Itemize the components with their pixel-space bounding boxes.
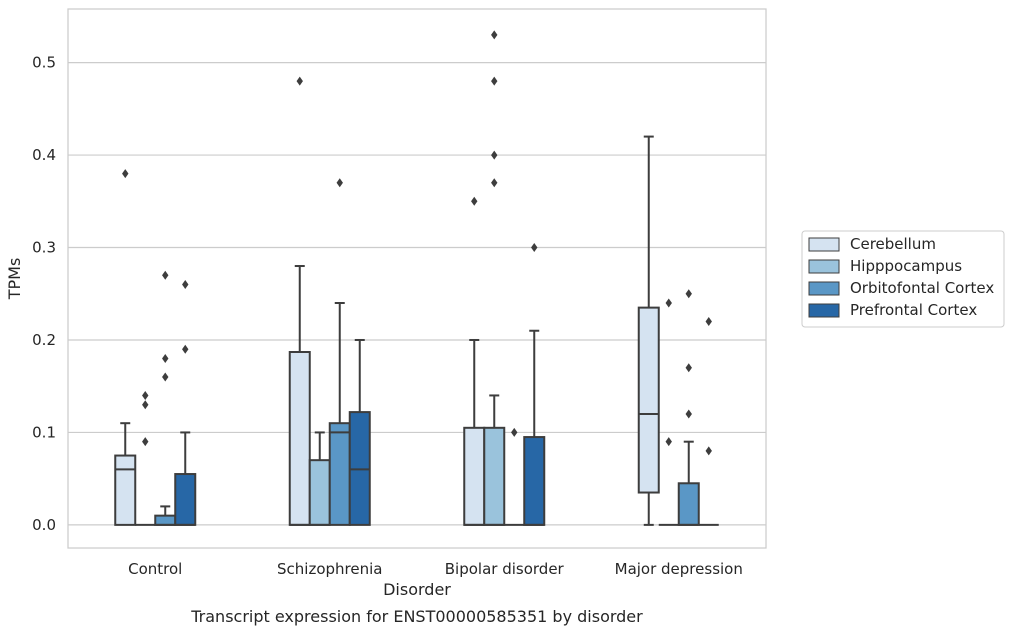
box-cerebellum [463,338,486,526]
box-body [637,306,660,494]
legend: Cerebellum Hipppocampus Orbitofontal Corte… [801,230,1005,328]
box-body [308,459,331,526]
box-body [114,454,137,526]
outlier-point [296,76,303,86]
outlier-point [665,298,672,308]
outlier-point [665,437,672,447]
box-hipppocampus [308,431,331,526]
legend-frame [801,230,1005,328]
box-body [523,436,546,526]
y-tick-label: 0.5 [32,54,56,72]
x-axis-label: Disorder [383,580,451,599]
legend-swatch [808,281,840,296]
x-tick-label: Control [128,560,182,578]
outlier-point [531,243,538,253]
outlier-point [491,30,498,40]
legend-label: Orbitofontal Cortex [850,279,994,297]
x-tick-label: Schizophrenia [277,560,382,578]
box-body [328,422,351,526]
legend-label: Prefrontal Cortex [850,301,977,319]
x-tick-label: Major depression [615,560,743,578]
gridlines [68,62,766,526]
plot-frame [67,8,767,549]
outlier-point [705,446,712,456]
box-body [288,351,311,526]
outlier-point [142,400,149,410]
box-orbitofontal-cortex [154,505,177,526]
chart-caption: Transcript expression for ENST0000058535… [190,607,643,626]
outlier-point [182,280,189,290]
outlier-point [491,76,498,86]
y-tick-label: 0.0 [32,516,56,534]
outlier-point [491,150,498,160]
legend-label: Hipppocampus [850,257,962,275]
box-body [154,514,177,526]
boxes [114,135,719,526]
x-tick-labels: Control Schizophrenia Bipolar disorder Majo… [128,560,743,578]
outlier-point [336,178,343,188]
outlier-point [142,437,149,447]
box-prefrontal-cortex [523,329,546,526]
outlier-point [142,390,149,400]
box-cerebellum [114,422,137,526]
box-orbitofontal-cortex [677,440,700,526]
outlier-point [471,196,478,206]
legend-item: Hipppocampus [808,257,962,275]
legend-item: Orbitofontal Cortex [808,279,994,297]
legend-swatch [808,237,840,252]
outlier-point [511,427,518,437]
y-tick-label: 0.3 [32,239,56,257]
box-prefrontal-cortex [174,431,197,526]
outlier-point [685,289,692,299]
outlier-point [182,344,189,354]
y-tick-label: 0.4 [32,146,56,164]
outlier-point [685,409,692,419]
legend-label: Cerebellum [850,235,936,253]
box-cerebellum [637,135,660,526]
outliers [122,30,712,456]
y-tick-label: 0.1 [32,423,56,441]
outlier-point [162,270,169,280]
y-tick-labels: 0.0 0.1 0.2 0.3 0.4 0.5 [32,54,56,534]
y-tick-label: 0.2 [32,331,56,349]
box-body [463,426,486,526]
box-body [483,426,506,526]
outlier-point [162,353,169,363]
legend-item: Cerebellum [808,235,936,253]
box-orbitofontal-cortex [328,302,351,526]
outlier-point [122,169,129,179]
outlier-point [162,372,169,382]
outlier-point [705,316,712,326]
box-body [174,473,197,526]
legend-swatch [808,303,840,318]
x-tick-label: Bipolar disorder [445,560,565,578]
outlier-point [685,363,692,373]
box-cerebellum [288,265,311,526]
y-axis-label: TPMs [5,258,24,301]
legend-swatch [808,259,840,274]
outlier-point [491,178,498,188]
box-hipppocampus [483,394,506,526]
box-body [677,482,700,526]
box-prefrontal-cortex [348,338,371,526]
legend-item: Prefrontal Cortex [808,301,977,319]
